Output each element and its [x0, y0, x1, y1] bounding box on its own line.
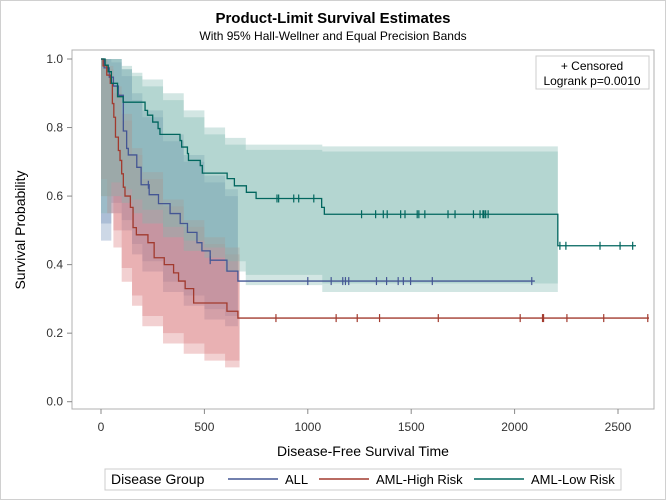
inset-box: + Censored Logrank p=0.0010 — [535, 55, 650, 90]
x-tick-label: 0 — [98, 420, 105, 434]
x-tick-label: 1000 — [294, 420, 321, 434]
chart-subtitle: With 95% Hall-Wellner and Equal Precisio… — [199, 29, 467, 43]
y-tick-label: 0.8 — [46, 121, 63, 135]
x-tick-label: 500 — [194, 420, 214, 434]
y-axis-label: Survival Probability — [12, 170, 28, 289]
aml-low-risk-equal-precision-band — [101, 59, 558, 284]
all-survival-curve — [101, 58, 535, 282]
aml-low-risk-survival-curve — [101, 58, 636, 247]
all-hall-wellner-band — [101, 59, 238, 327]
survival-curves — [101, 58, 650, 319]
confidence-bands — [101, 59, 558, 368]
x-tick-label: 1500 — [398, 420, 425, 434]
y-tick-label: 1.0 — [46, 52, 63, 66]
censored-marks — [147, 180, 649, 323]
x-tick-label: 2000 — [501, 420, 528, 434]
y-axis: 0.0 0.2 0.4 0.6 0.8 1.0 — [46, 52, 72, 409]
legend-label-aml-high-risk: AML-High Risk — [376, 472, 463, 487]
x-tick-label: 2500 — [605, 420, 632, 434]
censored-label: + Censored — [561, 59, 623, 73]
x-axis-label: Disease-Free Survival Time — [277, 443, 449, 459]
x-axis: 0 500 1000 1500 2000 2500 — [98, 409, 632, 434]
logrank-label: Logrank p=0.0010 — [543, 74, 640, 88]
aml-high-risk-survival-curve — [101, 58, 650, 319]
all-equal-precision-band — [101, 59, 238, 317]
y-tick-label: 0.4 — [46, 258, 63, 272]
legend: Disease Group ALL AML-High Risk AML-Low Ri… — [104, 468, 622, 491]
legend-label-all: ALL — [285, 472, 308, 487]
aml-low-risk-hall-wellner-band — [101, 59, 558, 293]
chart-title: Product-Limit Survival Estimates — [215, 10, 451, 27]
y-tick-label: 0.0 — [46, 395, 63, 409]
legend-title: Disease Group — [111, 471, 205, 487]
plot-frame — [71, 49, 655, 410]
y-tick-label: 0.6 — [46, 189, 63, 203]
y-tick-label: 0.2 — [46, 326, 63, 340]
legend-label-aml-low-risk: AML-Low Risk — [531, 472, 615, 487]
